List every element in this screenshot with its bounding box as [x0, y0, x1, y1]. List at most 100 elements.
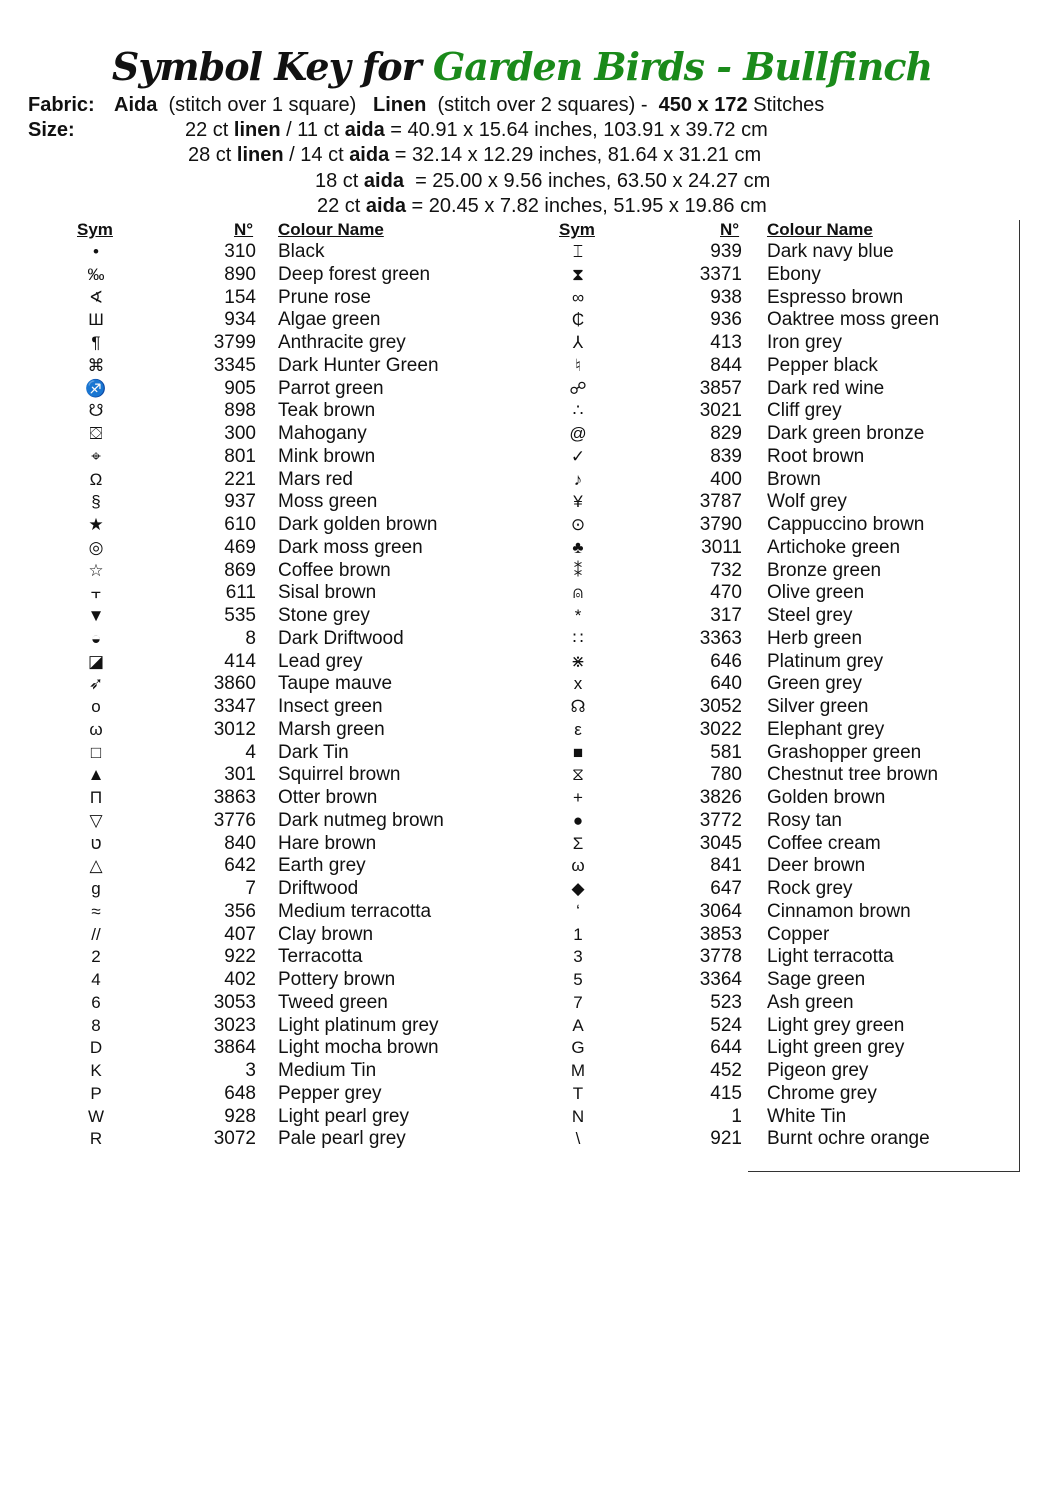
colour-name: Dark Hunter Green	[278, 354, 439, 376]
title-prefix: Symbol Key for	[111, 44, 422, 89]
table-row: ★ 610 Dark golden brown	[0, 514, 1000, 536]
dmc-number: 936	[710, 309, 742, 331]
symbol: ¶	[91, 333, 101, 352]
table-row: ▼ 535 Stone grey	[0, 605, 1000, 627]
dmc-number: 937	[224, 491, 256, 513]
table-row: △ 642 Earth grey	[0, 855, 1000, 877]
dmc-number: 300	[224, 423, 256, 444]
table-row: ε 3022 Elephant grey	[0, 719, 1000, 741]
colour-name: Light terracotta	[767, 946, 894, 968]
table-row: 3 3778 Light terracotta	[0, 946, 1000, 968]
table-row: ♮ 844 Pepper black	[0, 355, 1000, 377]
symbol: x	[573, 674, 583, 694]
symbol: g	[91, 879, 101, 898]
text: = 20.45 x 7.82 inches, 51.95 x 19.86 cm	[405, 194, 767, 217]
dmc-number: 3345	[213, 354, 256, 376]
symbol: ∞	[571, 287, 585, 307]
symbol: ∴	[572, 401, 584, 421]
table-border-bottom	[748, 1171, 1020, 1172]
colour-name: Stone grey	[278, 605, 370, 626]
table-row: ⧖ 780 Chestnut tree brown	[0, 764, 1000, 786]
symbol: ⌘	[87, 355, 105, 375]
colour-name: Clay brown	[278, 923, 374, 945]
dmc-number: 3864	[213, 1037, 256, 1059]
table-row: • 310 Black	[0, 241, 1000, 263]
colour-name: Medium Tin	[278, 1060, 377, 1081]
dmc-number: 922	[224, 946, 256, 968]
table-row: ∴ 3021 Cliff grey	[0, 400, 1000, 422]
text: (stitch over 2 squares) -	[426, 94, 659, 116]
table-row: ☋ 898 Teak brown	[0, 400, 1000, 422]
colour-name: Cliff grey	[767, 400, 842, 422]
dmc-number: 3022	[699, 718, 742, 740]
table-row: ☆ 869 Coffee brown	[0, 560, 1000, 582]
header-name-right: Colour Name	[767, 220, 873, 239]
table-row: ω 841 Deer brown	[0, 855, 1000, 877]
colour-name: Algae green	[278, 309, 381, 331]
dmc-number: 934	[224, 309, 256, 331]
text: (stitch over 1 square)	[157, 94, 373, 116]
size-line: 22 ct aida = 20.45 x 7.82 inches, 51.95 …	[317, 195, 767, 218]
table-row: ω 3012 Marsh green	[0, 719, 1000, 741]
table-row: o 3347 Insect green	[0, 696, 1000, 718]
dmc-number: 928	[224, 1105, 256, 1127]
dmc-number: 1	[731, 1105, 742, 1127]
colour-name: Elephant grey	[767, 718, 885, 740]
symbol: D	[89, 1038, 103, 1058]
symbol: ⅄	[572, 333, 584, 352]
table-row: ∷ 3363 Herb green	[0, 628, 1000, 650]
symbol: ε	[574, 719, 582, 739]
colour-name: Cinnamon brown	[767, 900, 911, 922]
colour-name: Deer brown	[767, 855, 866, 877]
colour-name: Hare brown	[278, 832, 377, 854]
table-row: x 640 Green grey	[0, 673, 1000, 695]
table-row: 5 3364 Sage green	[0, 969, 1000, 991]
colour-name: Root brown	[767, 445, 865, 467]
dmc-number: 3363	[699, 627, 742, 649]
symbol: ▼	[87, 606, 105, 625]
colour-name: Parrot green	[278, 377, 384, 399]
colour-name: Oaktree moss green	[767, 309, 940, 331]
symbol: ☍	[569, 378, 587, 398]
symbol: R	[89, 1129, 103, 1149]
table-row: 7 523 Ash green	[0, 992, 1000, 1014]
dmc-number: 3045	[699, 832, 742, 854]
colour-name: Ebony	[767, 263, 821, 285]
colour-name: Chrome grey	[767, 1082, 877, 1104]
dmc-number: 523	[710, 991, 742, 1013]
table-row: \ 921 Burnt ochre orange	[0, 1128, 1000, 1150]
symbol: ⧗	[572, 264, 584, 284]
symbol: N	[571, 1106, 585, 1126]
colour-name: Iron grey	[767, 332, 842, 353]
colour-name: Dark nutmeg brown	[278, 809, 444, 831]
symbol: Σ	[572, 833, 584, 853]
table-row: ט 840 Hare brown	[0, 833, 1000, 855]
colour-name: Burnt ochre orange	[767, 1128, 930, 1150]
symbol: 2	[91, 947, 101, 967]
text: / 11 ct	[280, 119, 345, 141]
symbol: ω	[89, 719, 103, 739]
colour-name: Dark red wine	[767, 377, 885, 399]
symbol: ◪	[87, 651, 105, 671]
dmc-number: 3011	[701, 536, 742, 558]
symbol: M	[570, 1061, 586, 1080]
dmc-number: 642	[224, 855, 256, 877]
table-row: ✓ 839 Root brown	[0, 446, 1000, 468]
symbol: ●	[572, 810, 584, 830]
size-line: 18 ct aida = 25.00 x 9.56 inches, 63.50 …	[315, 170, 770, 193]
symbol: 3	[573, 947, 583, 967]
dmc-number: 646	[710, 650, 742, 672]
dmc-number: 3860	[213, 673, 256, 695]
dmc-number: 221	[224, 468, 256, 490]
dmc-number: 3772	[699, 809, 742, 831]
colour-name: Black	[278, 241, 325, 262]
symbol: ☋	[88, 401, 104, 421]
colour-name: Grashopper green	[767, 741, 922, 763]
dmc-number: 452	[710, 1060, 742, 1081]
table-row: +3826 Golden brown	[0, 787, 1000, 809]
colour-name: Mahogany	[278, 423, 367, 444]
symbol: 4	[91, 970, 101, 989]
table-row: ☍ 3857 Dark red wine	[0, 378, 1000, 400]
dmc-number: 3023	[213, 1014, 256, 1036]
dmc-number: 644	[710, 1037, 742, 1059]
